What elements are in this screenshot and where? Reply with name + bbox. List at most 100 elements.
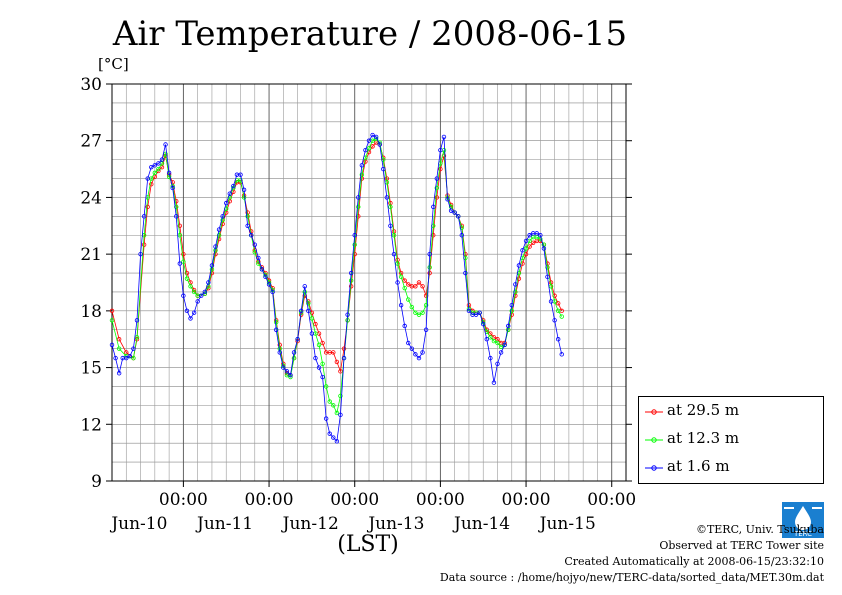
data-point <box>552 318 557 323</box>
data-point <box>555 308 561 314</box>
data-point <box>277 350 282 355</box>
data-point <box>156 166 161 172</box>
data-point <box>109 342 115 348</box>
data-point <box>309 331 315 336</box>
data-point <box>509 302 514 308</box>
data-point <box>520 261 525 266</box>
legend-label: at 12.3 m <box>667 429 740 447</box>
data-point <box>209 263 215 268</box>
data-point <box>491 380 497 385</box>
data-point <box>331 350 336 355</box>
data-point <box>427 251 432 257</box>
data-point <box>388 204 393 210</box>
data-point <box>334 359 340 365</box>
data-point <box>152 170 158 176</box>
data-point <box>309 310 315 315</box>
y-tick-label: 21 <box>80 245 102 265</box>
data-point <box>377 142 382 147</box>
data-point <box>216 227 222 232</box>
legend-label: at 29.5 m <box>667 401 740 419</box>
data-point <box>438 166 443 172</box>
site-text: Observed at TERC Tower site <box>659 539 824 552</box>
data-point <box>241 195 247 200</box>
logo-text: TERC <box>793 530 812 538</box>
data-point <box>513 282 518 287</box>
data-point <box>184 308 190 314</box>
data-point <box>395 261 400 266</box>
x-tick-date-label: Jun-12 <box>281 514 339 534</box>
y-tick-label: 15 <box>80 359 102 379</box>
data-point <box>352 242 357 247</box>
data-point <box>359 163 365 168</box>
data-point <box>256 255 261 261</box>
data-point <box>291 350 297 355</box>
data-point <box>273 320 279 325</box>
y-axis-label: [°C] <box>98 55 129 73</box>
axes <box>106 83 632 487</box>
data-point <box>359 172 365 177</box>
data-point <box>288 372 293 378</box>
data-point <box>416 312 422 317</box>
data-point <box>188 284 193 289</box>
data-point <box>495 340 500 346</box>
data-point <box>545 274 550 280</box>
data-point <box>195 299 200 304</box>
copyright-text: ©TERC, Univ. Tsukuba <box>695 523 824 536</box>
data-point <box>313 355 318 361</box>
legend-label: at 1.6 m <box>667 457 730 475</box>
data-point <box>309 316 315 321</box>
legend-swatch-green <box>645 437 663 443</box>
x-tick-time-label: 00:00 <box>330 490 379 510</box>
data-point <box>498 350 504 355</box>
data-point <box>327 431 332 436</box>
y-tick-label: 18 <box>80 302 102 322</box>
x-axis-label: (LST) <box>337 532 399 557</box>
data-point <box>156 161 161 166</box>
data-point <box>502 342 507 348</box>
data-point <box>188 316 193 321</box>
data-point <box>331 435 336 440</box>
data-point <box>448 208 454 213</box>
data-point <box>149 164 154 170</box>
data-point <box>199 293 204 298</box>
data-point <box>431 204 436 210</box>
data-point <box>391 233 397 238</box>
data-point <box>416 280 422 285</box>
data-point <box>306 301 311 306</box>
data-point <box>545 265 550 270</box>
data-point <box>177 223 183 228</box>
data-point <box>409 346 415 351</box>
x-tick-date-label: Jun-10 <box>109 514 167 534</box>
data-point <box>406 340 411 346</box>
data-point <box>434 176 440 181</box>
x-tick-date-label: Jun-13 <box>366 514 424 534</box>
data-point <box>363 147 368 153</box>
tick-labels: 9 12 15 18 21 24 27 30 00:00 Jun-10 00:00 Jun-11 00:… <box>80 75 636 534</box>
data-point <box>406 297 411 302</box>
data-point <box>413 310 418 315</box>
data-point <box>177 261 183 266</box>
data-point <box>216 233 222 238</box>
data-point <box>238 172 243 177</box>
data-point <box>456 214 461 219</box>
data-point <box>420 350 425 355</box>
data-point <box>124 355 129 361</box>
data-point <box>238 178 243 183</box>
data-point <box>163 142 168 147</box>
legend-swatch-red <box>645 409 663 415</box>
data-point <box>181 293 186 298</box>
y-tick-label: 12 <box>80 415 102 435</box>
legend-item-12-3m: at 12.3 m <box>639 429 823 453</box>
data-point <box>555 301 561 306</box>
data-point <box>484 337 489 342</box>
data-point <box>513 289 518 295</box>
source-text: Data source : /home/hojyo/new/TERC-data/… <box>439 571 824 584</box>
data-point <box>206 280 211 285</box>
data-point <box>131 346 136 351</box>
data-point <box>406 282 411 287</box>
data-point <box>320 361 325 366</box>
data-point <box>213 244 218 249</box>
data-point <box>516 276 522 281</box>
data-point <box>420 310 425 315</box>
data-point <box>388 223 393 228</box>
